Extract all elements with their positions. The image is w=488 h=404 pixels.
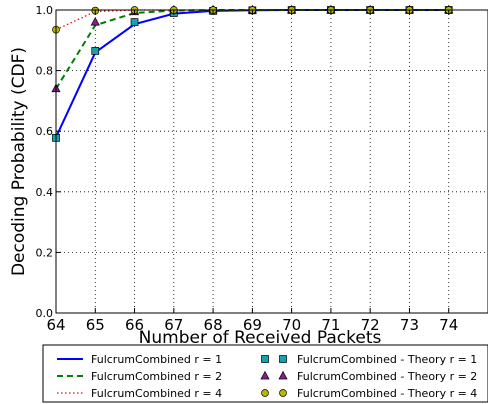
y-tick-label: 0.2 — [36, 246, 54, 259]
legend-marker-swatch — [279, 389, 287, 397]
legend-label: FulcrumCombined - Theory r = 1 — [297, 353, 477, 366]
legend-marker-swatch — [279, 355, 287, 363]
series-5-point — [90, 16, 100, 26]
y-tick-label: 1.0 — [36, 4, 54, 17]
legend-label: FulcrumCombined - Theory r = 4 — [297, 387, 477, 400]
legend-marker-swatch — [278, 370, 288, 380]
plot-frame — [55, 9, 488, 314]
x-tick-label: 70 — [282, 316, 301, 334]
y-tick-label: 0.8 — [36, 65, 54, 78]
legend-label: FulcrumCombined - Theory r = 2 — [297, 370, 477, 383]
x-tick-label: 65 — [86, 316, 105, 334]
x-tick-label: 69 — [243, 316, 262, 334]
x-tick-label: 73 — [400, 316, 419, 334]
grid-lines — [55, 9, 488, 314]
x-axis-label: Number of Received Packets — [139, 328, 382, 348]
y-axis-label: Decoding Probability (CDF) — [9, 47, 29, 276]
legend: FulcrumCombined r = 1 FulcrumCombined r =… — [42, 344, 488, 403]
series-line-2 — [56, 9, 449, 90]
legend-label: FulcrumCombined r = 1 — [91, 353, 222, 366]
axis-ticks: 64 65 66 67 68 69 70 71 72 73 74 0.0 0.2 0.4 0.6 0.8 1.0 — [36, 4, 459, 334]
x-tick-label: 71 — [321, 316, 340, 334]
y-tick-label: 0.0 — [36, 307, 54, 320]
y-tick-label: 0.6 — [36, 125, 54, 138]
series-4-point — [91, 47, 100, 55]
x-tick-label: 68 — [204, 316, 223, 334]
x-tick-label: 64 — [46, 316, 65, 334]
x-tick-label: 72 — [361, 316, 380, 334]
x-tick-label: 67 — [164, 316, 183, 334]
y-tick-label: 0.4 — [36, 186, 54, 199]
legend-marker-swatch — [260, 370, 270, 380]
legend-marker-swatch — [261, 355, 269, 363]
series-4-point — [130, 18, 139, 26]
x-tick-label: 74 — [439, 316, 458, 334]
x-tick-label: 66 — [125, 316, 144, 334]
series-markers — [51, 4, 454, 142]
legend-marker-swatch — [261, 389, 269, 397]
legend-label: FulcrumCombined r = 4 — [91, 387, 222, 400]
legend-label: FulcrumCombined r = 2 — [91, 370, 222, 383]
